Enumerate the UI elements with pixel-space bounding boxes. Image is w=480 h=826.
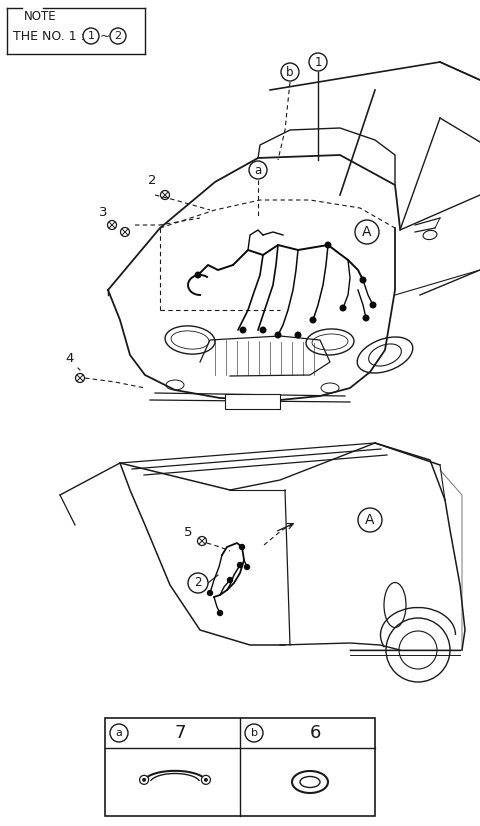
Circle shape [204, 778, 208, 782]
Circle shape [140, 776, 149, 785]
Text: 2: 2 [114, 31, 121, 41]
Circle shape [275, 331, 281, 339]
Circle shape [355, 220, 379, 244]
Circle shape [260, 326, 266, 334]
Text: b: b [251, 728, 257, 738]
Circle shape [249, 161, 267, 179]
Text: A: A [362, 225, 372, 239]
Circle shape [227, 577, 233, 583]
Circle shape [188, 573, 208, 593]
Text: 2: 2 [148, 173, 156, 187]
Circle shape [240, 326, 247, 334]
FancyBboxPatch shape [225, 394, 280, 409]
Circle shape [217, 610, 223, 616]
Circle shape [370, 301, 376, 308]
Text: 2: 2 [194, 577, 202, 590]
Circle shape [110, 724, 128, 742]
Text: b: b [286, 65, 294, 78]
Text: 1: 1 [314, 55, 322, 69]
Text: 6: 6 [309, 724, 321, 742]
Circle shape [83, 28, 99, 44]
Circle shape [237, 562, 243, 568]
Text: a: a [254, 164, 262, 177]
Text: THE NO. 1 :: THE NO. 1 : [13, 30, 89, 42]
FancyBboxPatch shape [105, 718, 375, 816]
Circle shape [207, 590, 213, 596]
Circle shape [202, 776, 210, 785]
Circle shape [360, 277, 367, 283]
Circle shape [324, 241, 332, 249]
Circle shape [239, 544, 245, 550]
Circle shape [194, 272, 202, 278]
Circle shape [295, 331, 301, 339]
Text: A: A [365, 513, 375, 527]
Text: 1: 1 [87, 31, 95, 41]
Circle shape [142, 778, 146, 782]
Text: NOTE: NOTE [24, 10, 57, 23]
Text: ~: ~ [100, 30, 110, 42]
Circle shape [110, 28, 126, 44]
Circle shape [245, 724, 263, 742]
Text: 3: 3 [99, 206, 107, 220]
Circle shape [281, 63, 299, 81]
Circle shape [358, 508, 382, 532]
Text: a: a [116, 728, 122, 738]
Circle shape [362, 315, 370, 321]
Text: 4: 4 [66, 352, 74, 364]
Circle shape [310, 316, 316, 324]
Text: 7: 7 [174, 724, 186, 742]
Circle shape [309, 53, 327, 71]
Circle shape [244, 564, 250, 570]
Circle shape [339, 305, 347, 311]
Text: 5: 5 [184, 526, 192, 539]
